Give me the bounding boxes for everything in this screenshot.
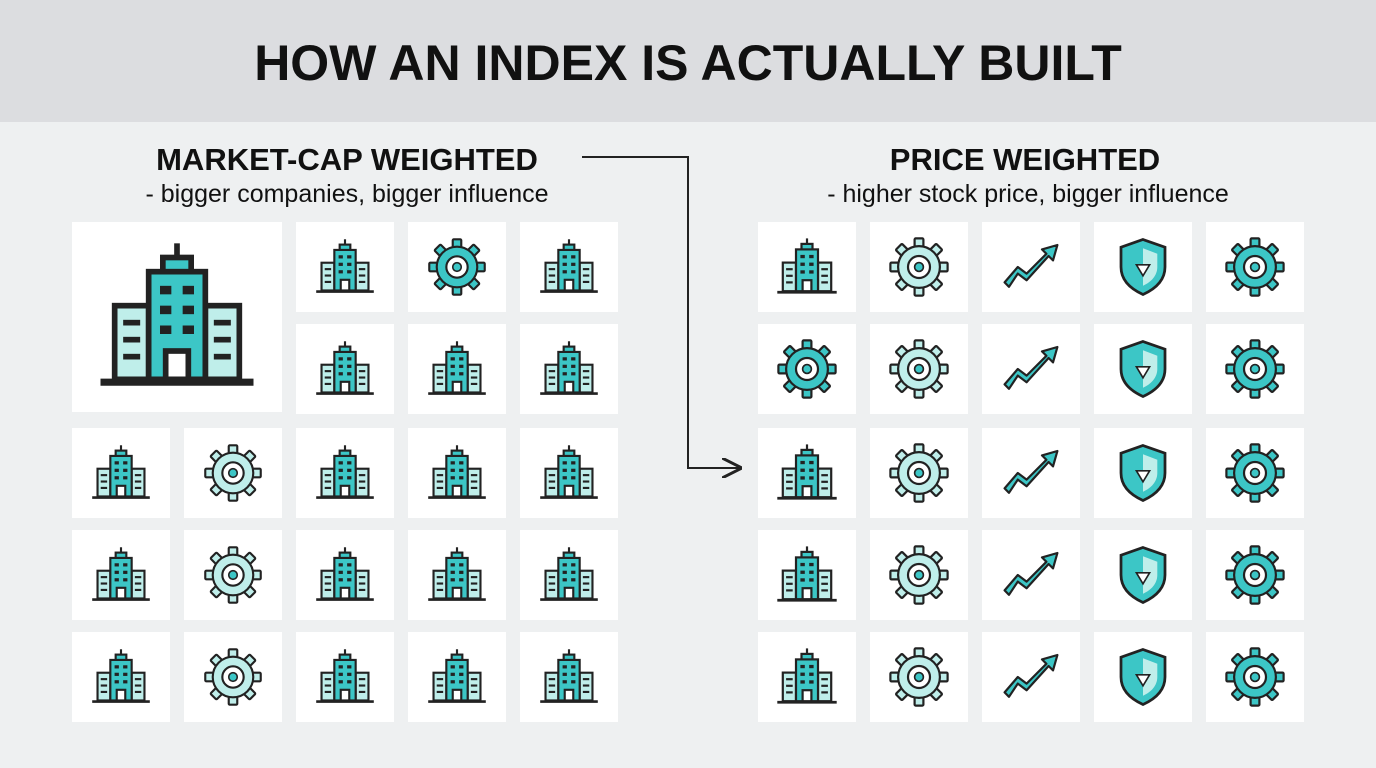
tiles — [72, 222, 1304, 722]
left-heading: MARKET-CAP WEIGHTED — [156, 142, 538, 177]
right-heading: PRICE WEIGHTED — [890, 142, 1160, 177]
title: HOW AN INDEX IS ACTUALLY BUILT — [254, 35, 1122, 91]
right-subheading: - higher stock price, bigger influence — [827, 180, 1229, 208]
connector-arrow — [582, 156, 740, 468]
tile — [982, 632, 1080, 722]
header-band — [0, 0, 1376, 122]
left-subheading: - bigger companies, bigger influence — [145, 180, 548, 208]
tile — [982, 530, 1080, 620]
tile — [982, 222, 1080, 312]
tile — [982, 428, 1080, 518]
tile — [982, 324, 1080, 414]
